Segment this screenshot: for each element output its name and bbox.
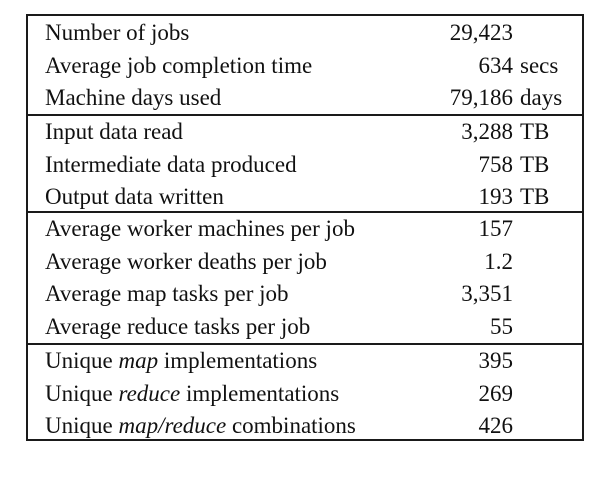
table-section: Number of jobs 29,423 Average job completi…	[28, 16, 582, 114]
table-row: Unique map implementations 395	[28, 345, 582, 378]
table-row: Average reduce tasks per job 55	[28, 311, 582, 344]
row-value: 29,423	[423, 17, 513, 50]
row-label-segment: Intermediate data produced	[45, 151, 297, 177]
row-value: 426	[423, 410, 514, 443]
row-value: 758 TB	[423, 149, 550, 182]
row-value: 3,288 TB	[423, 116, 549, 149]
value-number: 634	[478, 52, 514, 78]
value-number: 157	[478, 216, 514, 241]
value-unit: TB	[520, 119, 550, 144]
row-label: Unique map/reduce combinations	[45, 410, 356, 443]
row-value: 3,351	[423, 278, 513, 311]
row-value: 395	[423, 345, 514, 378]
row-label: Input data read	[45, 116, 183, 149]
value-number: 426	[478, 413, 514, 438]
value-number: 269	[478, 380, 514, 406]
statistics-table: Number of jobs 29,423 Average job completi…	[26, 14, 584, 441]
value-unit: days	[520, 85, 563, 110]
row-label-segment: Average worker machines per job	[45, 216, 355, 241]
row-value: 79,186 days	[423, 82, 562, 115]
row-label-segment: Average job completion time	[45, 52, 313, 78]
value-unit: TB	[520, 184, 550, 209]
row-label-segment: Input data read	[45, 119, 183, 144]
row-value: 157	[423, 213, 514, 246]
row-label-segment: Output data written	[45, 184, 224, 209]
value-number: 79,186	[449, 85, 513, 110]
row-label: Output data written	[45, 181, 224, 214]
table-row: Output data written 193 TB	[28, 181, 582, 214]
value-number: 29,423	[449, 20, 513, 45]
row-label: Average worker machines per job	[45, 213, 355, 246]
table-section: Input data read 3,288 TB Intermediate data …	[28, 114, 582, 211]
table-row: Number of jobs 29,423	[28, 17, 582, 50]
row-label: Average reduce tasks per job	[45, 311, 310, 344]
row-label-segment: Average map tasks per job	[45, 281, 289, 306]
row-label: Average worker deaths per job	[45, 246, 327, 279]
value-number: 55	[490, 313, 513, 339]
value-number: 3,351	[461, 281, 513, 306]
table-row: Unique map/reduce combinations 426	[28, 410, 582, 443]
row-label: Machine days used	[45, 82, 221, 115]
row-label-segment: Average worker deaths per job	[45, 248, 327, 274]
row-label: Unique map implementations	[45, 345, 317, 378]
row-label-segment: map/reduce	[118, 413, 227, 438]
table-row: Average worker deaths per job 1.2	[28, 246, 582, 279]
row-label-segment: reduce	[118, 380, 181, 406]
row-label-segment: Unique	[45, 413, 119, 438]
row-label-segment: map	[118, 348, 159, 373]
row-label: Average job completion time	[45, 50, 312, 83]
row-label: Average map tasks per job	[45, 278, 289, 311]
value-unit: secs	[520, 52, 559, 78]
row-label-segment: implementations	[180, 380, 340, 406]
row-value: 634 secs	[423, 50, 559, 83]
row-value: 1.2	[423, 246, 513, 279]
row-label: Number of jobs	[45, 17, 189, 50]
value-number: 758	[478, 151, 514, 177]
table-section: Unique map implementations 395 Unique redu…	[28, 343, 582, 440]
table-row: Input data read 3,288 TB	[28, 116, 582, 149]
row-value: 193 TB	[423, 181, 550, 214]
table-row: Average worker machines per job 157	[28, 213, 582, 246]
table-row: Average job completion time 634 secs	[28, 50, 582, 83]
row-label-segment: Number of jobs	[45, 20, 190, 45]
row-label: Unique reduce implementations	[45, 378, 339, 411]
row-value: 55	[423, 311, 513, 344]
value-number: 395	[478, 348, 514, 373]
value-number: 1.2	[484, 248, 513, 274]
row-value: 269	[423, 378, 514, 411]
row-label-segment: Average reduce tasks per job	[45, 313, 311, 339]
table-section: Average worker machines per job 157 Averag…	[28, 211, 582, 343]
table-row: Average map tasks per job 3,351	[28, 278, 582, 311]
row-label: Intermediate data produced	[45, 149, 297, 182]
row-label-segment: combinations	[226, 413, 356, 438]
value-number: 193	[478, 184, 514, 209]
row-label-segment: implementations	[158, 348, 318, 373]
table-row: Intermediate data produced 758 TB	[28, 149, 582, 182]
table-row: Unique reduce implementations 269	[28, 378, 582, 411]
value-unit: TB	[520, 151, 550, 177]
table-row: Machine days used 79,186 days	[28, 82, 582, 115]
row-label-segment: Machine days used	[45, 85, 222, 110]
row-label-segment: Unique	[45, 380, 119, 406]
row-label-segment: Unique	[45, 348, 119, 373]
value-number: 3,288	[461, 119, 513, 144]
